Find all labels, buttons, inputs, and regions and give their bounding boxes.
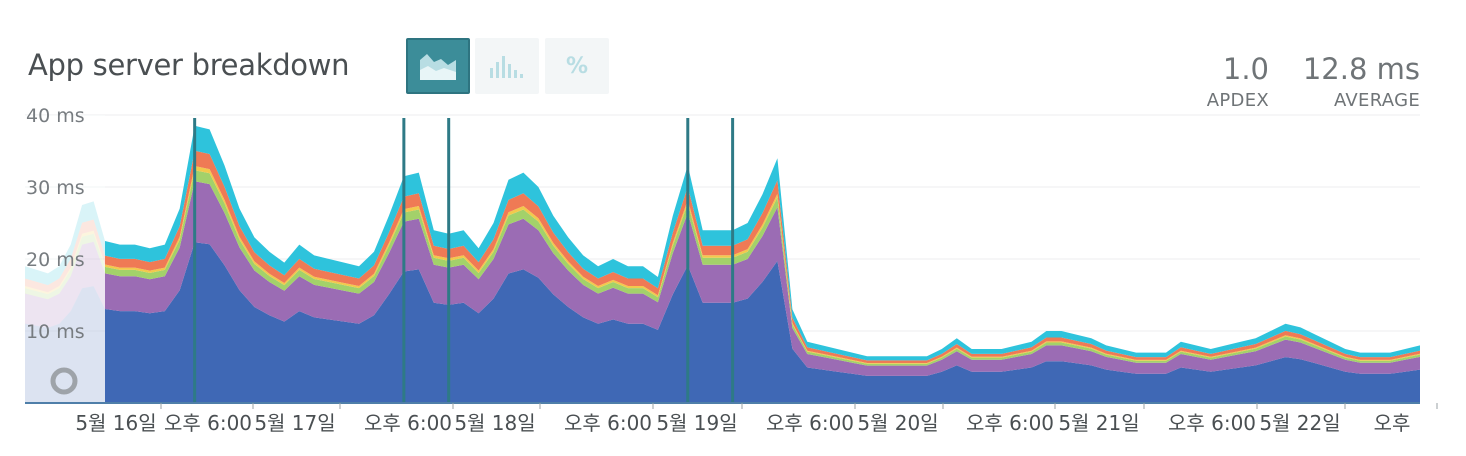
x-tick-label: 5월 21일 xyxy=(1058,411,1139,435)
x-tick-label: 오후 6:00 xyxy=(1168,411,1256,435)
series-area-1 xyxy=(105,242,1420,403)
faded-series-area-2 xyxy=(25,241,105,328)
faded-series-area-1 xyxy=(25,286,105,403)
loading-icon xyxy=(50,367,78,395)
area-chart-button[interactable] xyxy=(406,38,470,94)
apdex-metric: 1.0 APDEX xyxy=(1207,52,1269,111)
apdex-value: 1.0 xyxy=(1222,52,1269,86)
x-tick-label: 오후 6:00 xyxy=(564,411,652,435)
chart-title: App server breakdown xyxy=(28,48,350,82)
average-metric: 12.8 ms AVERAGE xyxy=(1303,52,1420,111)
x-tick-label: 5월 19일 xyxy=(656,411,737,435)
y-tick-label: 40 ms xyxy=(26,105,85,127)
y-tick-label: 30 ms xyxy=(26,177,85,199)
apdex-label: APDEX xyxy=(1206,90,1269,111)
x-tick-label: 오후 6:00 xyxy=(164,411,252,435)
series-area-2 xyxy=(105,181,1420,376)
y-tick-label: 20 ms xyxy=(26,249,85,271)
x-tick-label: 5월 22일 xyxy=(1259,411,1340,435)
area-chart-icon xyxy=(420,54,456,80)
percent-icon: % xyxy=(565,53,589,79)
x-tick-label: 오후 6:00 xyxy=(766,411,854,435)
x-tick-label: 5월 16일 xyxy=(75,411,156,435)
x-tick-label: 5월 17일 xyxy=(254,411,335,435)
x-tick-label: 5월 18일 xyxy=(454,411,535,435)
faded-series-area-5 xyxy=(25,219,105,293)
faded-series-area-3 xyxy=(25,233,105,300)
average-value: 12.8 ms xyxy=(1302,52,1420,86)
percent-button[interactable]: % xyxy=(545,38,609,94)
overlay-shade xyxy=(25,115,105,403)
x-tick-label: 오후 6:00 xyxy=(364,411,452,435)
x-tick-label: 오후 xyxy=(1374,411,1411,435)
x-tick-label: 오후 6:00 xyxy=(966,411,1054,435)
y-tick-label: 10 ms xyxy=(26,321,85,343)
histogram-button[interactable] xyxy=(475,38,539,94)
faded-series-area-6 xyxy=(25,201,105,286)
average-label: AVERAGE xyxy=(1333,90,1420,111)
x-tick-label: 5월 20일 xyxy=(857,411,938,435)
histogram-icon xyxy=(490,56,523,78)
